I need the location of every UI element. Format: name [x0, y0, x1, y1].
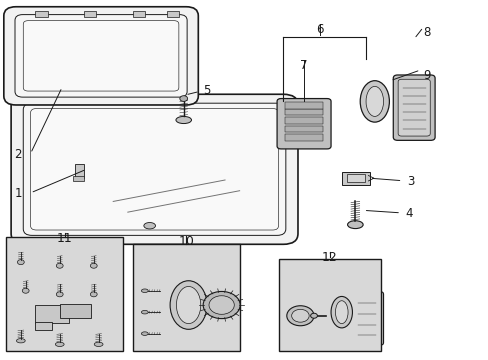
Text: 10: 10 [178, 235, 194, 248]
Text: 2: 2 [14, 148, 22, 161]
FancyBboxPatch shape [4, 7, 198, 105]
Ellipse shape [286, 306, 313, 326]
Ellipse shape [360, 81, 388, 122]
Ellipse shape [141, 289, 148, 293]
Bar [132, 11, 144, 18]
Text: 3: 3 [407, 175, 414, 188]
Text: 7: 7 [300, 59, 307, 72]
Ellipse shape [90, 292, 97, 297]
Text: 12: 12 [321, 251, 337, 265]
Ellipse shape [143, 222, 155, 229]
Ellipse shape [94, 342, 103, 346]
Ellipse shape [18, 260, 24, 265]
Ellipse shape [291, 309, 308, 322]
Bar [84, 11, 96, 18]
Bar [285, 109, 323, 115]
Ellipse shape [366, 86, 383, 116]
FancyBboxPatch shape [354, 296, 379, 341]
Ellipse shape [208, 296, 234, 314]
Ellipse shape [141, 332, 148, 336]
Ellipse shape [180, 96, 187, 102]
FancyBboxPatch shape [11, 94, 297, 244]
Bar [35, 322, 52, 330]
Bar [341, 172, 369, 185]
Ellipse shape [56, 263, 63, 268]
FancyBboxPatch shape [23, 103, 285, 235]
FancyBboxPatch shape [30, 109, 278, 230]
Ellipse shape [56, 292, 63, 297]
Text: 9: 9 [422, 69, 430, 82]
Text: 1: 1 [14, 187, 22, 200]
FancyBboxPatch shape [392, 75, 434, 140]
Ellipse shape [203, 292, 240, 319]
Bar [35, 11, 47, 18]
Bar [35, 305, 69, 323]
Bar [285, 102, 323, 109]
FancyBboxPatch shape [277, 99, 330, 149]
Ellipse shape [347, 221, 363, 229]
Bar [285, 117, 323, 124]
Text: 4: 4 [404, 207, 411, 220]
Ellipse shape [330, 296, 352, 328]
Bar [346, 174, 365, 182]
FancyBboxPatch shape [23, 21, 179, 91]
FancyBboxPatch shape [350, 292, 383, 345]
Bar [278, 258, 380, 351]
Bar [75, 164, 84, 178]
Bar [132, 244, 239, 351]
Text: 5: 5 [203, 84, 210, 97]
Ellipse shape [90, 263, 97, 268]
FancyBboxPatch shape [397, 79, 429, 136]
Ellipse shape [176, 287, 201, 324]
FancyBboxPatch shape [15, 15, 187, 97]
Bar [285, 134, 323, 141]
Text: 11: 11 [57, 232, 72, 245]
Text: 6: 6 [315, 23, 323, 36]
Bar [60, 304, 91, 318]
Ellipse shape [55, 342, 64, 346]
Ellipse shape [335, 301, 347, 324]
Bar [285, 126, 323, 132]
Ellipse shape [176, 116, 191, 123]
Text: 8: 8 [422, 26, 429, 39]
Ellipse shape [22, 288, 29, 293]
Bar [6, 237, 122, 351]
Bar [73, 176, 84, 181]
Ellipse shape [141, 310, 148, 314]
Ellipse shape [170, 281, 206, 329]
Bar [166, 11, 179, 18]
Ellipse shape [17, 339, 25, 343]
Ellipse shape [310, 313, 317, 318]
